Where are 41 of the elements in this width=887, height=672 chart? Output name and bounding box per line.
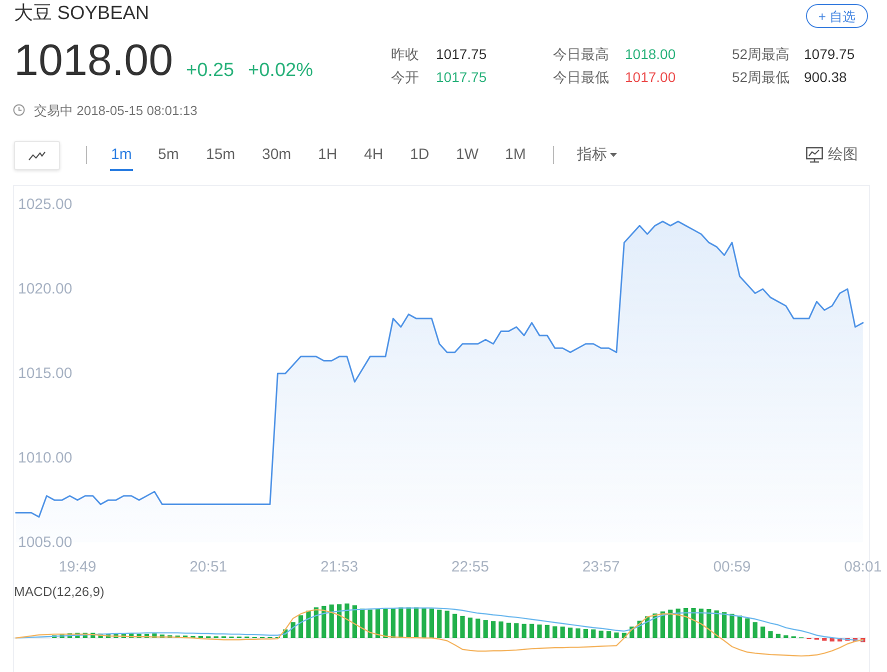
text: 今日最低 [553,70,609,84]
tick-label: 22:55 [451,558,489,576]
tick-label: 20:51 [190,558,228,576]
button: 绘图 [828,146,858,164]
tab-selected: 1m [110,146,133,171]
text: +0.25 [186,60,234,80]
button: 5m [158,146,179,164]
text: 交易中 2018-05-15 08:01:13 [34,104,198,116]
button: 指标 [577,146,607,164]
button: 4H [364,146,384,164]
text: 52周最低 [732,70,790,84]
button: 1D [410,146,430,164]
button: 1H [318,146,338,164]
tick-label: 00:59 [713,558,751,576]
tick-label: 1020.00 [18,280,72,298]
text: 1079.75 [804,47,855,61]
text: 今开 [391,70,419,84]
text: 今日最高 [553,47,609,61]
text: +0.02% [248,60,313,80]
text: 1017.00 [625,70,676,84]
tick-label: 1025.00 [18,196,72,214]
title: 大豆 SOYBEAN [14,4,150,22]
tick-label: 23:57 [582,558,620,576]
text: 昨收 [391,47,419,61]
tick-label: 19:49 [58,558,96,576]
tick-label: 08:01 [844,558,882,576]
tick-label: 1005.00 [18,534,72,551]
button: 1M [505,146,526,164]
button: 30m [262,146,292,164]
button: 15m [206,146,236,164]
text: 1018.00 [625,47,676,61]
button: + 自选 [806,4,868,28]
text: 1017.75 [436,47,487,61]
text: 52周最高 [732,47,790,61]
text: 1018.00 [14,39,174,83]
text: 1017.75 [436,70,487,84]
tick-label: 1015.00 [18,364,72,382]
button: 1W [456,146,478,164]
text: 900.38 [804,70,847,84]
tick-label: 1010.00 [18,449,72,466]
tick-label: 21:53 [320,558,358,576]
